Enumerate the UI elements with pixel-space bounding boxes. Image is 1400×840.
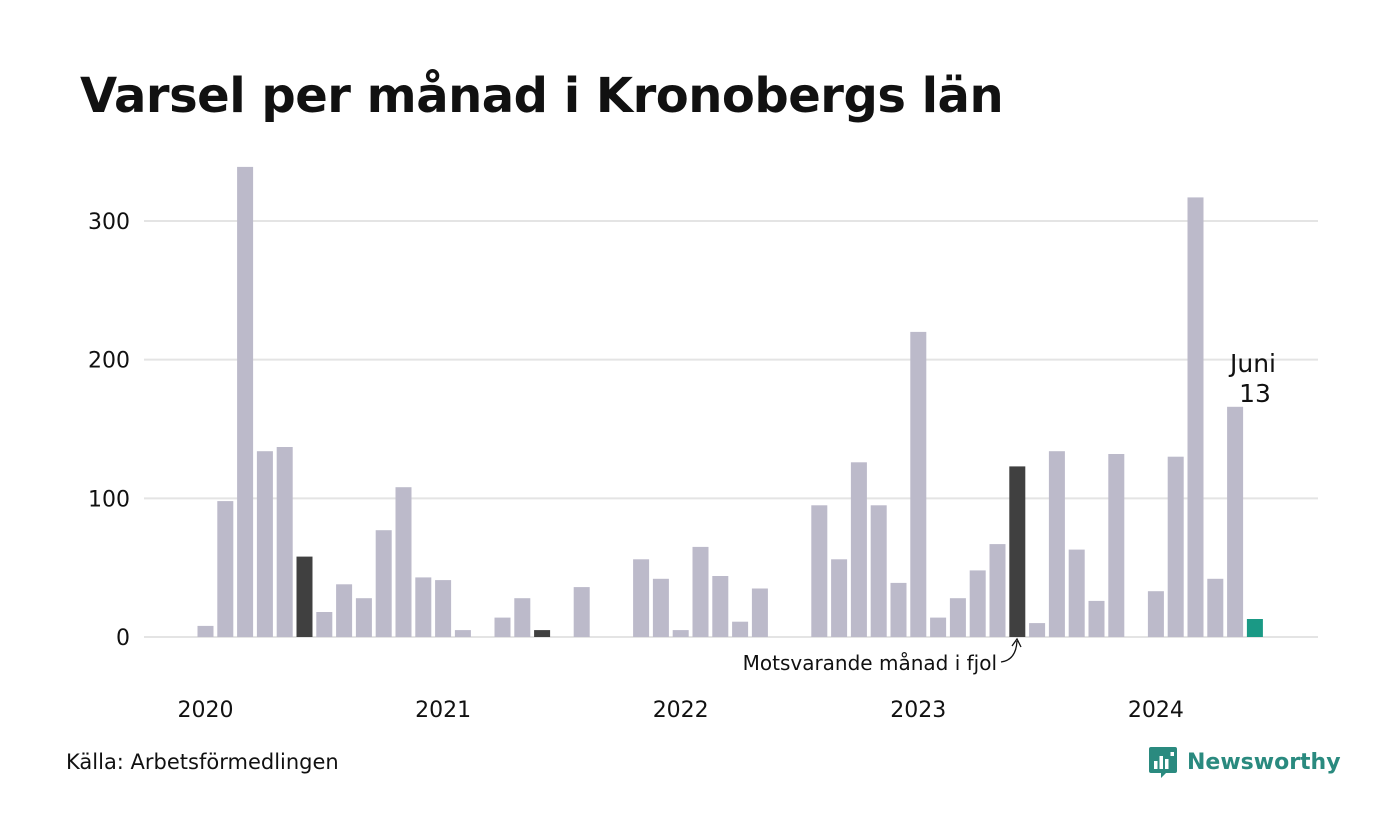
bar-2024-06	[1246, 619, 1263, 637]
bar-2020-12	[415, 577, 432, 637]
bar-2022-08	[811, 505, 828, 637]
bar-2021-04	[494, 617, 511, 637]
bar-chart: 0 100 200 300 2020 2021 2022 2023 2024 Motsvara…	[88, 166, 1318, 723]
newsworthy-logo-icon	[1149, 747, 1177, 778]
bar-2023-05	[989, 544, 1006, 637]
bar-2020-07	[316, 612, 333, 637]
source-note: Källa: Arbetsförmedlingen	[66, 750, 339, 774]
bar-2022-03	[712, 576, 729, 637]
bar-2023-06	[1009, 466, 1026, 637]
bar-2023-11	[1108, 454, 1125, 637]
annotation-arrow-icon	[1000, 640, 1018, 663]
y-axis-ticks: 0 100 200 300	[88, 210, 130, 651]
bar-2021-02	[454, 630, 471, 637]
bar-2022-01	[672, 630, 689, 637]
y-tick-label: 200	[88, 349, 130, 374]
bar-2022-05	[751, 588, 768, 637]
bar-2023-02	[930, 617, 947, 637]
x-tick-label: 2024	[1128, 698, 1184, 723]
y-tick-label: 300	[88, 210, 130, 235]
bar-2020-05	[276, 447, 293, 637]
bar-2024-02	[1167, 456, 1184, 637]
bar-2020-09	[355, 598, 372, 637]
bars	[197, 166, 1263, 637]
annotation-arrowhead-icon	[1011, 637, 1022, 648]
bar-2023-04	[969, 570, 986, 637]
chart-title: Varsel per månad i Kronobergs län	[80, 68, 1004, 124]
x-tick-label: 2023	[890, 698, 946, 723]
x-tick-label: 2022	[653, 698, 709, 723]
logo-text: Newsworthy	[1187, 749, 1341, 775]
bar-2020-03	[237, 166, 254, 637]
x-tick-label: 2021	[415, 698, 471, 723]
bar-2021-06	[534, 630, 551, 637]
x-tick-label: 2020	[178, 698, 234, 723]
bar-2020-01	[197, 625, 214, 637]
bar-2022-09	[831, 559, 848, 637]
bar-2022-11	[870, 505, 887, 637]
bar-2023-10	[1088, 600, 1105, 637]
bar-2020-06	[296, 556, 313, 637]
annotations: Motsvarande månad i fjol Juni 13	[743, 349, 1276, 675]
bar-2020-08	[336, 584, 353, 637]
bar-2022-02	[692, 546, 709, 637]
bar-2021-11	[633, 559, 650, 637]
bar-2024-04	[1207, 578, 1224, 637]
bar-2020-02	[217, 501, 234, 637]
current-value-label: 13	[1239, 379, 1271, 408]
bar-2023-08	[1048, 451, 1065, 637]
bar-2020-04	[256, 451, 273, 637]
x-axis-ticks: 2020 2021 2022 2023 2024	[178, 698, 1184, 723]
bar-2022-04	[732, 621, 749, 637]
bar-2023-07	[1029, 623, 1046, 637]
bar-2021-01	[435, 580, 452, 637]
bar-2024-01	[1147, 591, 1164, 637]
bar-2023-09	[1068, 549, 1085, 637]
gridlines	[144, 220, 1318, 638]
y-tick-label: 100	[88, 487, 130, 512]
bar-2021-12	[652, 578, 669, 637]
previous-year-annotation: Motsvarande månad i fjol	[743, 651, 997, 675]
bar-2024-03	[1187, 197, 1204, 637]
bar-2021-05	[514, 598, 531, 637]
bar-2020-10	[375, 530, 392, 637]
newsworthy-logo: Newsworthy	[1148, 744, 1341, 780]
bar-2021-08	[573, 587, 590, 637]
bar-2020-11	[395, 487, 412, 637]
bar-2024-05	[1227, 406, 1244, 637]
bar-2023-01	[910, 331, 927, 637]
bar-2022-12	[890, 582, 907, 637]
current-month-label: Juni	[1228, 349, 1276, 378]
y-tick-label: 0	[116, 626, 130, 651]
bar-2022-10	[850, 462, 867, 637]
bar-2023-03	[949, 598, 966, 637]
